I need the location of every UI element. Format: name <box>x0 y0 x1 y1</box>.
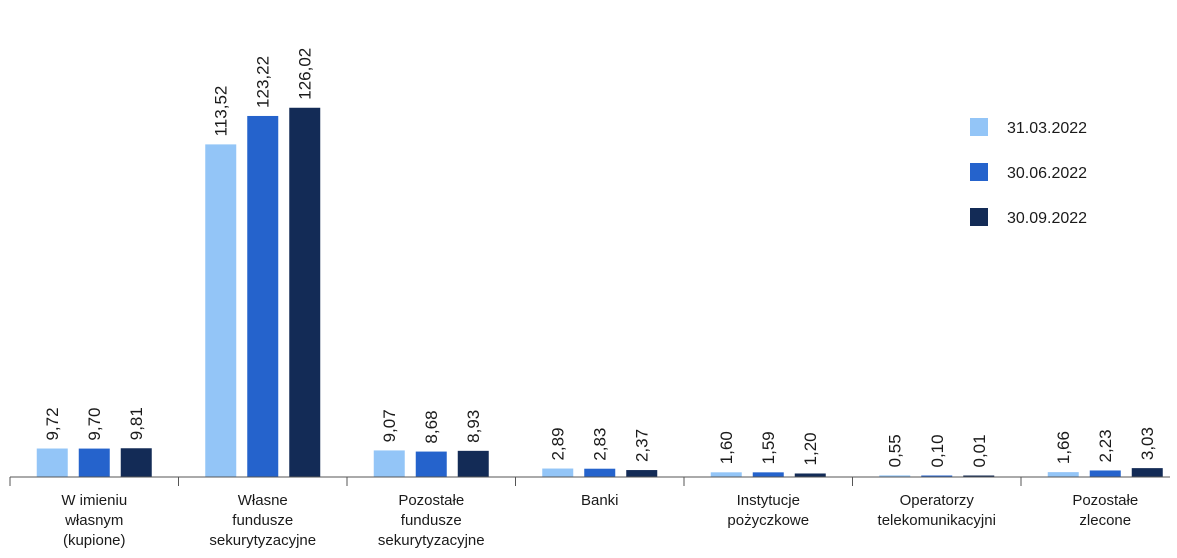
bar-5-3 <box>794 473 826 477</box>
category-label-6: Operatorzy telekomunikacyjni <box>878 492 996 529</box>
bar-4-2 <box>584 468 616 477</box>
data-label-1-3: 9,81 <box>127 407 146 440</box>
bar-2-3 <box>289 107 321 477</box>
data-label-4-1: 2,89 <box>549 427 568 460</box>
data-label-2-2: 123,22 <box>254 56 273 108</box>
bar-7-3 <box>1131 468 1163 477</box>
data-label-7-1: 1,66 <box>1054 431 1073 464</box>
data-label-1-1: 9,72 <box>43 407 62 440</box>
bar-6-1 <box>879 475 911 477</box>
data-label-3-2: 8,68 <box>422 410 441 443</box>
bar-7-2 <box>1089 470 1121 477</box>
bar-5-2 <box>752 472 784 477</box>
data-label-5-3: 1,20 <box>801 432 820 465</box>
category-label-4: Banki <box>581 492 619 509</box>
bar-2-2 <box>247 115 279 478</box>
legend-label-2: 30.06.2022 <box>1007 165 1087 182</box>
bar-5-1 <box>710 472 742 477</box>
value-labels-layer: 9,72 9,70 9,81 113,52 123,22 126,02 9,07 8,68 8,… <box>43 48 1157 468</box>
bar-4-1 <box>542 468 574 477</box>
legend-swatch-3 <box>970 208 988 226</box>
legend-swatch-1 <box>970 118 988 136</box>
bars-layer <box>36 107 1163 478</box>
legend: 31.03.2022 30.06.2022 30.09.2022 <box>970 118 1087 227</box>
bar-4-3 <box>626 470 658 477</box>
bar-1-2 <box>78 448 110 477</box>
legend-label-1: 31.03.2022 <box>1007 120 1087 137</box>
data-label-3-3: 8,93 <box>464 410 483 443</box>
data-label-4-2: 2,83 <box>591 428 610 461</box>
category-label-2: Własne fundusze sekurytyzacyjne <box>209 492 316 549</box>
legend-label-3: 30.09.2022 <box>1007 210 1087 227</box>
bar-1-3 <box>120 448 152 477</box>
data-label-1-2: 9,70 <box>85 407 104 440</box>
data-label-2-1: 113,52 <box>212 86 231 137</box>
bar-2-1 <box>205 144 237 477</box>
data-label-7-2: 2,23 <box>1096 429 1115 462</box>
legend-swatch-2 <box>970 163 988 181</box>
data-label-4-3: 2,37 <box>633 429 652 462</box>
data-label-3-1: 9,07 <box>380 409 399 442</box>
data-label-6-1: 0,55 <box>886 434 905 467</box>
bar-3-2 <box>415 451 447 477</box>
bar-3-3 <box>457 450 489 477</box>
category-label-5: Instytucje pożyczkowe <box>727 492 809 529</box>
category-label-3: Pozostałe fundusze sekurytyzacyjne <box>378 492 485 549</box>
x-axis-ticks <box>9 477 1022 486</box>
data-label-6-2: 0,10 <box>928 434 947 467</box>
data-label-6-3: 0,01 <box>970 434 989 467</box>
data-label-5-2: 1,59 <box>759 431 778 464</box>
data-label-7-3: 3,03 <box>1138 427 1157 460</box>
bar-6-2 <box>921 475 953 477</box>
bar-7-1 <box>1047 472 1079 477</box>
bar-6-3 <box>963 475 995 477</box>
bar-1-1 <box>36 448 68 477</box>
bar-3-1 <box>373 450 405 477</box>
category-labels-layer: W imieniu własnym (kupione) Własne fundusze s… <box>61 492 1138 549</box>
data-label-2-3: 126,02 <box>296 48 315 100</box>
data-label-5-1: 1,60 <box>717 431 736 464</box>
category-label-7: Pozostałe zlecone <box>1072 492 1138 529</box>
category-label-1: W imieniu własnym (kupione) <box>61 492 127 549</box>
